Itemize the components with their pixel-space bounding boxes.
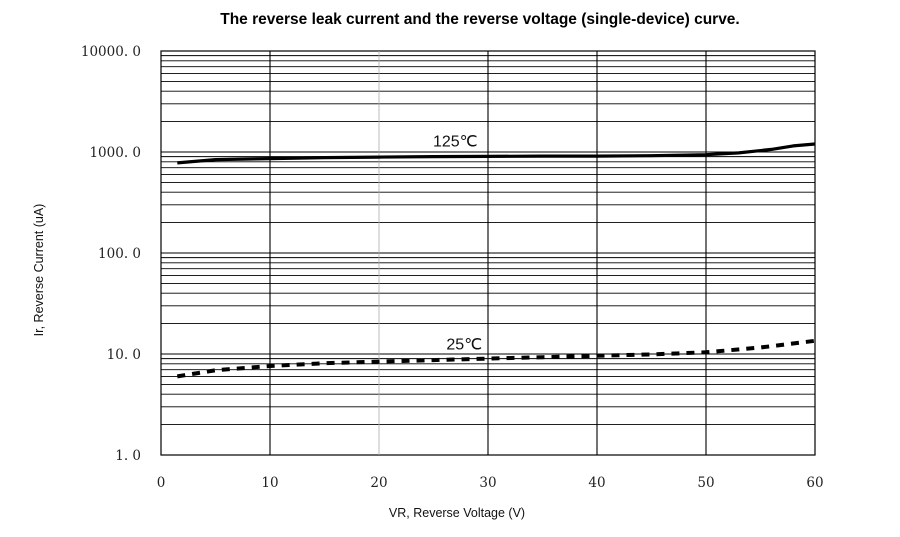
x-tick-label: 60 [806,475,823,491]
x-tick-label: 50 [697,475,714,491]
y-axis-label: Ir, Reverse Current (uA) [32,204,46,337]
x-axis-label: VR, Reverse Voltage (V) [389,506,525,520]
y-tick-label: 1000. 0 [89,145,141,161]
x-tick-label: 10 [261,475,278,491]
y-tick-label: 1. 0 [115,448,141,464]
series-label-0: 125℃ [433,134,478,151]
x-tick-label: 40 [588,475,605,491]
series-line-1 [176,338,816,379]
grid [160,50,816,456]
x-tick-label: 30 [479,475,496,491]
x-tick-label: 20 [370,475,387,491]
series-label-1: 25℃ [446,337,482,354]
y-tick-label: 100. 0 [98,246,141,262]
tick-labels: 0 10 20 30 40 50 60 1. 0 10. 0 100. 0 1000. 0 10000… [81,44,824,491]
series-layer: 125℃ 25℃ [176,134,816,379]
series-line-0 [177,142,816,165]
chart-title: The reverse leak current and the reverse… [220,11,740,28]
x-tick-label: 0 [157,475,166,491]
y-tick-label: 10. 0 [107,347,141,363]
y-tick-label: 10000. 0 [81,44,141,60]
